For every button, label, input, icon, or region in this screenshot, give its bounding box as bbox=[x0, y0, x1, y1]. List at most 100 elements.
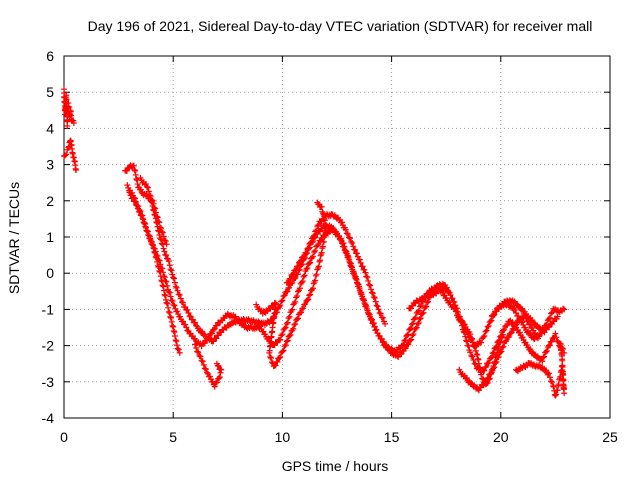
data-point bbox=[540, 354, 547, 361]
data-point bbox=[472, 347, 479, 354]
data-point bbox=[482, 328, 489, 335]
data-point bbox=[142, 180, 149, 187]
data-point bbox=[347, 235, 354, 242]
data-point bbox=[216, 366, 223, 373]
data-point bbox=[543, 348, 550, 355]
data-point bbox=[314, 199, 321, 206]
data-point bbox=[500, 343, 507, 350]
data-point bbox=[491, 364, 498, 371]
data-point bbox=[469, 335, 476, 342]
x-tick-label: 25 bbox=[602, 429, 618, 445]
data-point bbox=[194, 348, 201, 355]
data-point bbox=[200, 361, 207, 368]
data-point bbox=[412, 314, 419, 321]
data-point bbox=[362, 303, 369, 310]
data-point bbox=[159, 278, 166, 285]
data-point bbox=[153, 254, 160, 261]
data-point bbox=[365, 311, 372, 318]
data-point bbox=[552, 392, 559, 399]
data-point bbox=[362, 269, 369, 276]
data-point bbox=[298, 279, 305, 286]
data-point bbox=[186, 313, 193, 320]
data-point bbox=[346, 234, 353, 241]
data-point bbox=[174, 308, 181, 315]
data-point bbox=[379, 338, 386, 345]
data-point bbox=[312, 277, 319, 284]
data-point bbox=[291, 321, 298, 328]
data-point bbox=[470, 339, 477, 346]
data-point bbox=[352, 246, 359, 253]
data-point bbox=[278, 332, 285, 339]
y-tick-label: 3 bbox=[46, 157, 54, 173]
data-point bbox=[420, 309, 427, 316]
data-point bbox=[144, 228, 151, 235]
data-point bbox=[424, 299, 431, 306]
y-tick-label: -4 bbox=[42, 410, 55, 426]
data-point bbox=[297, 258, 304, 265]
data-point bbox=[192, 319, 199, 326]
data-point bbox=[305, 244, 312, 251]
data-point bbox=[198, 343, 205, 350]
data-point bbox=[286, 332, 293, 339]
data-point bbox=[368, 316, 375, 323]
data-point bbox=[184, 307, 191, 314]
data-point bbox=[493, 308, 500, 315]
data-point bbox=[216, 375, 223, 382]
data-point bbox=[305, 296, 312, 303]
data-point bbox=[282, 341, 289, 348]
data-point bbox=[136, 206, 143, 213]
data-point bbox=[485, 323, 492, 330]
data-point bbox=[156, 267, 163, 274]
data-point bbox=[154, 258, 161, 265]
data-point bbox=[168, 314, 175, 321]
data-point bbox=[167, 293, 174, 300]
data-point bbox=[404, 332, 411, 339]
data-point bbox=[481, 367, 488, 374]
data-point bbox=[165, 308, 172, 315]
data-point bbox=[499, 331, 506, 338]
x-tick-label: 20 bbox=[493, 429, 509, 445]
data-point bbox=[299, 278, 306, 285]
data-point bbox=[319, 210, 326, 217]
data-point bbox=[132, 171, 139, 178]
data-point bbox=[150, 244, 157, 251]
data-point bbox=[170, 327, 177, 334]
data-point bbox=[166, 262, 173, 269]
data-point bbox=[414, 308, 421, 315]
data-point bbox=[162, 238, 169, 245]
data-point bbox=[140, 216, 147, 223]
data-point bbox=[210, 338, 217, 345]
data-point bbox=[169, 322, 176, 329]
series-track-4 bbox=[137, 174, 170, 248]
data-point bbox=[284, 319, 291, 326]
data-point bbox=[171, 275, 178, 282]
data-point bbox=[279, 297, 286, 304]
data-point bbox=[356, 287, 363, 294]
data-point bbox=[371, 323, 378, 330]
data-point bbox=[467, 349, 474, 356]
data-point bbox=[62, 152, 69, 159]
data-point bbox=[287, 331, 294, 338]
data-point bbox=[479, 375, 486, 382]
data-point bbox=[307, 259, 314, 266]
data-point bbox=[359, 263, 366, 270]
data-point bbox=[285, 315, 292, 322]
data-point bbox=[539, 358, 546, 365]
data-point bbox=[374, 303, 381, 310]
data-point bbox=[495, 354, 502, 361]
data-point bbox=[561, 306, 568, 313]
data-point bbox=[152, 249, 158, 256]
data-point bbox=[364, 307, 371, 314]
data-point bbox=[341, 247, 348, 254]
data-point bbox=[484, 323, 491, 330]
data-point bbox=[370, 320, 377, 327]
data-point bbox=[313, 227, 320, 234]
data-point bbox=[70, 119, 77, 126]
x-tick-label: 10 bbox=[275, 429, 291, 445]
data-point bbox=[211, 383, 218, 390]
data-point bbox=[151, 248, 158, 255]
data-point bbox=[165, 304, 172, 311]
data-point bbox=[281, 292, 288, 299]
data-point bbox=[295, 288, 301, 295]
data-point bbox=[399, 342, 406, 349]
